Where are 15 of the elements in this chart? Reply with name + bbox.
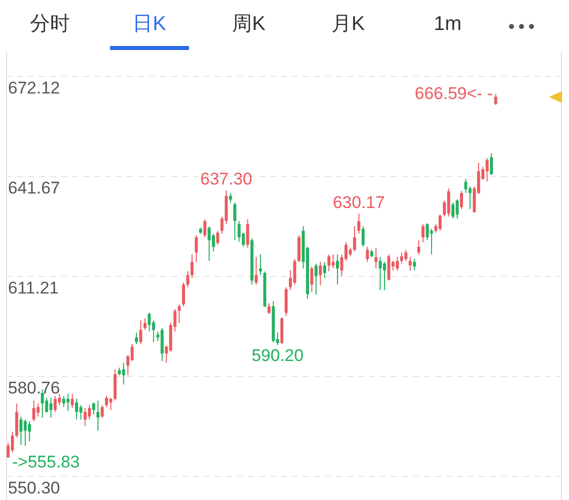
text: 月K	[332, 12, 365, 37]
y-tick-label: 611.21	[8, 278, 59, 298]
annotation: 590.20	[252, 346, 304, 366]
y-tick-label: 550.30	[8, 478, 60, 498]
text: 日K	[132, 12, 166, 37]
y-tick-label: 580.76	[8, 378, 60, 398]
annotation: 630.17	[332, 192, 385, 212]
y-tick-label: 641.67	[8, 178, 60, 198]
annotation: 666.59<- -	[414, 84, 493, 103]
text: 1m	[434, 12, 462, 37]
text: 分时	[30, 12, 70, 37]
text: 周K	[232, 12, 266, 37]
annotation: 637.30	[200, 170, 252, 189]
annotation: ->555.83	[12, 452, 80, 472]
y-tick-label: 672.12	[8, 78, 60, 98]
